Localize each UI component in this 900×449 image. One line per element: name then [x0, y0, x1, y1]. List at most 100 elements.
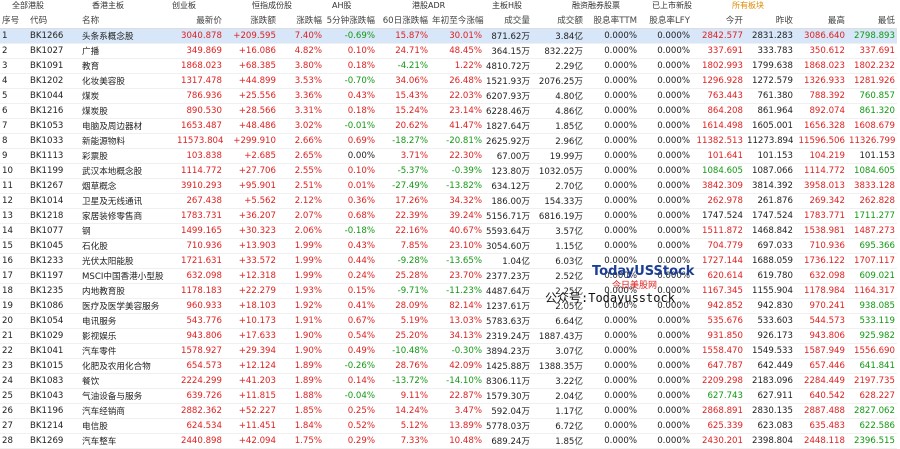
table-cell: BK1077 — [28, 223, 80, 239]
table-cell: 970.241 — [795, 298, 847, 314]
tab[interactable]: 所有板块 — [732, 1, 764, 10]
tab[interactable]: AH股 — [332, 1, 352, 10]
table-cell: 影视娱乐 — [80, 328, 175, 344]
table-cell: 17 — [0, 268, 28, 284]
table-cell: -20.81% — [430, 133, 484, 149]
table-cell: BK1027 — [28, 43, 80, 59]
tab[interactable]: 港股ADR — [412, 1, 446, 10]
table-cell: 2887.488 — [795, 403, 847, 419]
table-cell: 15.43% — [377, 88, 430, 104]
table-cell: +27.706 — [224, 163, 278, 179]
tab[interactable]: 全部港股 — [12, 1, 44, 10]
table-cell: 1084.605 — [692, 163, 745, 179]
table-cell: 1736.122 — [795, 253, 847, 269]
table-cell: 632.098 — [795, 268, 847, 284]
table-cell: 石化股 — [80, 238, 175, 254]
table-cell: 890.530 — [175, 103, 224, 119]
table-row: 15 BK1045 石化股 710.936 +13.903 1.99% 0.43% 7.85%… — [0, 238, 897, 254]
table-cell: 3814.392 — [745, 178, 795, 194]
table-cell: 0.000% — [639, 193, 692, 209]
table-cell: BK1199 — [28, 163, 80, 179]
table-cell: BK1235 — [28, 283, 80, 299]
table-cell: 2.51% — [278, 178, 324, 194]
tab[interactable]: 主板H股 — [492, 1, 523, 10]
table-cell: 639.726 — [175, 388, 224, 404]
table-cell: 2396.515 — [847, 433, 897, 449]
table-cell: 11573.804 — [175, 133, 224, 149]
table-cell: BK1044 — [28, 88, 80, 104]
table-cell: 23.14% — [430, 103, 484, 119]
table-cell: 1.22% — [430, 58, 484, 74]
table-cell: 3.07亿 — [532, 343, 585, 359]
table-cell: 25.28% — [377, 268, 430, 284]
table-cell: 1579.30万 — [484, 388, 532, 404]
table-cell: 0.000% — [639, 433, 692, 449]
table-cell: 2882.362 — [175, 403, 224, 419]
table-cell: 10.48% — [430, 433, 484, 449]
table-cell: BK1091 — [28, 58, 80, 74]
table-cell: 0.52% — [324, 418, 377, 434]
table-cell: 2 — [0, 43, 28, 59]
table-cell: 17.26% — [377, 193, 430, 209]
table-cell: 1272.579 — [745, 73, 795, 89]
table-cell: 657.446 — [795, 358, 847, 374]
table-cell: 1164.317 — [847, 283, 897, 299]
table-cell: 535.676 — [692, 313, 745, 329]
table-cell: +5.562 — [224, 193, 278, 209]
table-cell: 1802.993 — [692, 58, 745, 74]
table-cell: 3910.293 — [175, 178, 224, 194]
table-cell: 3.02% — [278, 118, 324, 134]
table-cell: 1.99% — [278, 268, 324, 284]
table-cell: 34.06% — [377, 73, 430, 89]
table-cell: 1.85% — [278, 403, 324, 419]
table-row: 25 BK1043 气油设备与服务 639.726 +11.815 1.88% -0.04%… — [0, 388, 897, 404]
table-cell: 1707.117 — [847, 253, 897, 269]
watermark: 公众号:Todayusstock — [545, 291, 675, 305]
table-cell: 1487.273 — [847, 223, 897, 239]
table-cell: 625.339 — [692, 418, 745, 434]
table-cell: 卫星及无线通讯 — [80, 193, 175, 209]
table-cell: 25 — [0, 388, 28, 404]
table-cell: 337.691 — [847, 43, 897, 59]
table-cell: 0.01% — [324, 178, 377, 194]
table-cell: 30.01% — [430, 28, 484, 44]
table-cell: 3.80% — [278, 58, 324, 74]
table-cell: 5778.03万 — [484, 418, 532, 434]
table-cell: -14.10% — [430, 373, 484, 389]
table-cell: 0.67% — [324, 313, 377, 329]
table-cell: 1656.328 — [795, 118, 847, 134]
table-cell: 20 — [0, 313, 28, 329]
tab[interactable]: 创业板 — [172, 1, 196, 10]
table-cell: 34.32% — [430, 193, 484, 209]
tab[interactable]: 香港主板 — [92, 1, 124, 10]
table-cell: 0.000% — [639, 28, 692, 44]
tab[interactable]: 融资融券股票 — [572, 1, 620, 10]
table-cell: 1317.478 — [175, 73, 224, 89]
table-cell: 电脑及周边器材 — [80, 118, 175, 134]
table-cell: 6.72亿 — [532, 418, 585, 434]
table-cell: 0.000% — [585, 433, 639, 449]
table-cell: 内地教育股 — [80, 283, 175, 299]
table-row: 21 BK1029 影视娱乐 943.806 +17.633 1.90% 0.54% 25.2… — [0, 328, 897, 344]
table-cell: 262.828 — [847, 193, 897, 209]
table-cell: 3.47% — [430, 403, 484, 419]
table-cell: 333.783 — [745, 43, 795, 59]
table-cell: 教育 — [80, 58, 175, 74]
table-cell: -0.01% — [324, 118, 377, 134]
table-cell: 2076.25万 — [532, 73, 585, 89]
table-cell: -0.30% — [430, 343, 484, 359]
table-cell: 641.841 — [847, 358, 897, 374]
table-cell: 0.000% — [639, 343, 692, 359]
table-cell: 4 — [0, 73, 28, 89]
tab[interactable]: 已上市新股 — [652, 1, 692, 10]
column-header: 成交量 — [484, 12, 532, 29]
table-row: 5 BK1044 煤炭 786.936 +25.556 3.36% 0.43% 15.43% 2… — [0, 88, 897, 104]
table-cell: 627.911 — [745, 388, 795, 404]
tab[interactable]: 恒指成份股 — [252, 1, 292, 10]
table-cell: 23 — [0, 358, 28, 374]
table-cell: 2.07% — [278, 208, 324, 224]
table-cell: 623.083 — [745, 418, 795, 434]
table-cell: 0.000% — [585, 73, 639, 89]
table-cell: -0.18% — [324, 223, 377, 239]
table-cell: 1.90% — [278, 343, 324, 359]
